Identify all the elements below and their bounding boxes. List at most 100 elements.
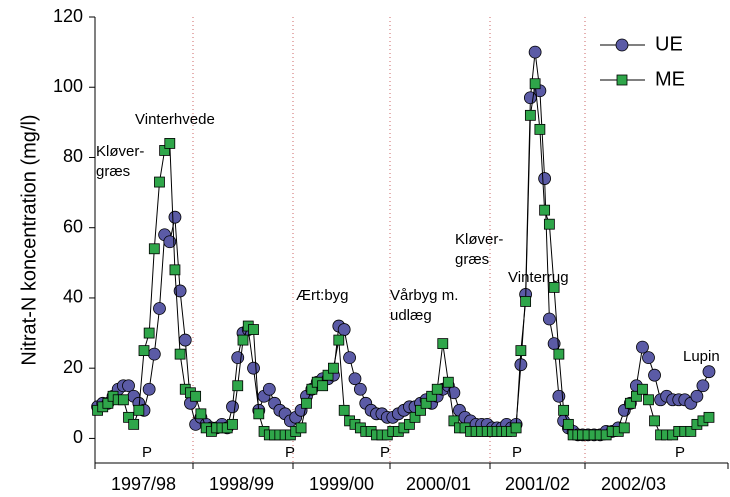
marker <box>703 411 715 423</box>
marker <box>631 390 642 402</box>
marker <box>128 418 140 430</box>
marker <box>226 400 239 414</box>
marker <box>515 345 527 357</box>
marker <box>448 415 460 427</box>
x-tick-label: 1999/00 <box>309 474 374 494</box>
annotation: græs <box>455 251 489 268</box>
marker <box>133 404 145 416</box>
marker <box>649 415 660 427</box>
marker <box>343 351 356 365</box>
marker <box>232 380 244 392</box>
x-tick-label: 2002/03 <box>601 474 666 494</box>
marker <box>558 404 570 416</box>
marker <box>248 324 259 335</box>
marker <box>520 296 532 307</box>
y-axis-label: Nitrat-N koncentration (mg/l) <box>18 114 40 365</box>
y-tick-label: 0 <box>73 427 83 447</box>
marker <box>538 172 552 185</box>
marker <box>510 422 522 434</box>
marker <box>618 422 630 434</box>
y-tick-label: 20 <box>63 357 83 377</box>
marker <box>190 390 202 402</box>
y-tick-label: 80 <box>63 146 83 166</box>
series-line <box>97 83 710 436</box>
marker <box>543 218 555 230</box>
marker <box>643 394 654 406</box>
marker <box>301 397 312 409</box>
marker <box>237 334 249 346</box>
annotation: Kløver- <box>96 143 144 160</box>
marker <box>195 408 207 420</box>
marker <box>420 397 432 409</box>
marker <box>117 394 129 406</box>
x-tick-label: 1998/99 <box>209 474 274 494</box>
marker <box>690 389 704 403</box>
x-tick-label: 2000/01 <box>406 474 471 494</box>
legend-marker <box>616 74 628 86</box>
marker <box>702 365 716 379</box>
marker <box>637 383 648 395</box>
marker <box>174 348 186 360</box>
marker <box>447 386 461 400</box>
annotation: Vårbyg m. <box>390 287 458 304</box>
legend-label: ME <box>655 68 685 90</box>
marker <box>348 372 362 386</box>
marker <box>169 264 181 276</box>
marker <box>539 204 551 216</box>
marker <box>437 338 449 349</box>
y-tick-label: 40 <box>63 287 83 307</box>
marker <box>534 123 546 135</box>
marker <box>524 109 536 121</box>
marker <box>317 380 329 392</box>
legend-marker <box>615 38 629 52</box>
p-label: P <box>285 444 295 461</box>
marker <box>262 382 276 396</box>
marker <box>696 379 710 393</box>
marker <box>642 351 655 365</box>
marker <box>404 418 415 430</box>
marker <box>143 327 155 339</box>
annotation: Ært:byg <box>296 287 349 304</box>
annotation: udlæg <box>390 307 432 324</box>
annotation: Kløver- <box>455 231 503 248</box>
marker <box>409 411 421 423</box>
marker <box>148 243 160 255</box>
marker <box>528 45 542 59</box>
marker <box>685 425 697 437</box>
marker <box>227 418 238 430</box>
marker <box>163 235 177 249</box>
marker <box>442 376 454 388</box>
marker <box>333 334 345 346</box>
x-tick-label: 2001/02 <box>505 474 570 494</box>
marker <box>153 302 166 315</box>
marker <box>253 408 265 420</box>
marker <box>168 210 182 224</box>
marker <box>178 333 192 347</box>
marker <box>122 379 135 393</box>
marker <box>154 176 165 188</box>
marker <box>164 138 176 149</box>
annotation: Vinterhvede <box>135 111 215 128</box>
marker <box>648 368 661 382</box>
p-label: P <box>675 444 685 461</box>
marker <box>173 284 187 298</box>
marker <box>542 312 556 326</box>
legend-label: UE <box>655 33 683 55</box>
marker <box>295 422 307 434</box>
marker <box>636 340 649 354</box>
p-label: P <box>512 444 522 461</box>
y-tick-label: 120 <box>53 6 83 26</box>
marker <box>548 282 560 293</box>
y-tick-label: 60 <box>63 216 83 236</box>
marker <box>514 358 528 372</box>
annotation: græs <box>96 163 130 180</box>
marker <box>562 418 574 430</box>
marker <box>338 404 350 416</box>
marker <box>142 382 156 396</box>
marker <box>138 345 150 357</box>
marker <box>328 362 339 374</box>
p-label: P <box>142 444 152 461</box>
series-line <box>97 52 710 436</box>
p-label: P <box>380 444 390 461</box>
